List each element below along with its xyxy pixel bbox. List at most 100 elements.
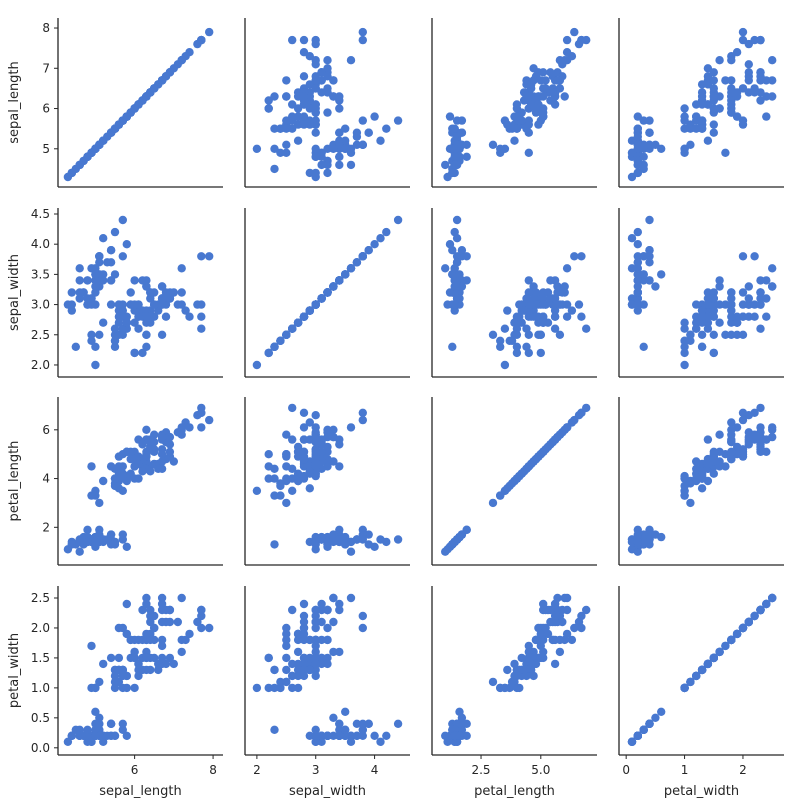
data-point bbox=[756, 403, 765, 413]
data-point bbox=[358, 140, 367, 149]
data-point bbox=[645, 258, 654, 267]
data-point bbox=[370, 240, 379, 249]
data-point bbox=[122, 542, 131, 551]
data-point bbox=[531, 104, 541, 113]
data-point bbox=[282, 635, 291, 645]
data-point bbox=[762, 112, 771, 121]
data-point bbox=[197, 408, 206, 417]
data-point bbox=[364, 540, 373, 549]
data-point bbox=[567, 635, 577, 645]
data-point bbox=[358, 408, 367, 417]
data-point bbox=[452, 215, 462, 225]
data-point bbox=[91, 270, 100, 279]
data-point bbox=[95, 677, 104, 687]
data-point bbox=[157, 330, 167, 339]
data-point bbox=[715, 462, 724, 471]
data-point bbox=[311, 659, 320, 669]
panel-petal_length-vs-sepal_width bbox=[244, 397, 410, 566]
data-point bbox=[282, 124, 291, 133]
panel-petal_length-vs-petal_length bbox=[431, 397, 597, 566]
data-point bbox=[288, 486, 297, 495]
data-point bbox=[577, 35, 586, 45]
data-point bbox=[738, 288, 748, 297]
data-point bbox=[445, 112, 455, 121]
data-point bbox=[185, 629, 194, 639]
data-point bbox=[539, 447, 548, 456]
data-point bbox=[317, 88, 326, 97]
data-point bbox=[103, 731, 112, 740]
data-point bbox=[546, 617, 555, 627]
data-point bbox=[252, 486, 262, 495]
data-point bbox=[721, 330, 730, 339]
data-point bbox=[75, 264, 84, 273]
data-point bbox=[488, 330, 498, 339]
data-point bbox=[577, 611, 586, 621]
data-point bbox=[697, 484, 707, 493]
panel-petal_length-vs-petal_width bbox=[618, 397, 784, 566]
data-point bbox=[335, 160, 344, 170]
data-point bbox=[335, 276, 344, 285]
data-point bbox=[732, 48, 742, 57]
data-point bbox=[122, 318, 131, 327]
data-point bbox=[75, 537, 84, 547]
data-point bbox=[452, 132, 462, 141]
data-point bbox=[529, 671, 538, 681]
data-point bbox=[697, 318, 707, 327]
data-point bbox=[91, 360, 100, 370]
data-point bbox=[157, 294, 167, 303]
data-point bbox=[512, 348, 522, 358]
data-point bbox=[567, 306, 577, 315]
data-point bbox=[299, 423, 309, 432]
data-point bbox=[142, 330, 151, 339]
data-point bbox=[727, 56, 736, 65]
data-point bbox=[692, 457, 701, 466]
data-point bbox=[177, 56, 186, 65]
data-point bbox=[83, 537, 92, 547]
data-point bbox=[536, 330, 545, 339]
data-point bbox=[99, 737, 108, 746]
data-point bbox=[546, 440, 555, 449]
data-point bbox=[87, 264, 96, 273]
y-tick-label: 4 bbox=[42, 472, 50, 486]
data-point bbox=[138, 665, 147, 675]
data-point bbox=[138, 96, 147, 105]
data-point bbox=[531, 300, 541, 309]
data-point bbox=[550, 324, 560, 333]
data-point bbox=[450, 537, 459, 547]
data-point bbox=[264, 683, 273, 693]
data-point bbox=[448, 246, 457, 255]
data-point bbox=[550, 611, 560, 621]
data-point bbox=[138, 440, 147, 449]
data-point bbox=[293, 136, 303, 145]
data-point bbox=[293, 647, 303, 657]
data-point bbox=[288, 659, 297, 669]
data-point bbox=[657, 707, 666, 716]
data-point bbox=[738, 84, 748, 93]
data-point bbox=[282, 148, 291, 157]
data-point bbox=[270, 474, 279, 483]
y-tick-label: 6 bbox=[42, 423, 50, 437]
data-point bbox=[122, 599, 131, 609]
data-point bbox=[118, 530, 128, 539]
data-point bbox=[562, 300, 572, 309]
data-point bbox=[110, 324, 120, 333]
data-point bbox=[305, 653, 314, 663]
data-point bbox=[87, 330, 96, 339]
data-point bbox=[680, 104, 689, 113]
data-point bbox=[311, 605, 320, 615]
data-point bbox=[703, 324, 713, 333]
data-point bbox=[122, 629, 131, 639]
data-point bbox=[282, 623, 291, 633]
data-point bbox=[299, 471, 309, 481]
data-point bbox=[91, 707, 100, 716]
data-point bbox=[146, 635, 155, 645]
data-point bbox=[311, 647, 320, 657]
data-point bbox=[496, 336, 505, 345]
data-point bbox=[738, 623, 748, 633]
data-point bbox=[553, 76, 562, 85]
data-point bbox=[311, 725, 320, 734]
data-point bbox=[686, 124, 695, 133]
data-point bbox=[709, 104, 718, 113]
data-point bbox=[715, 56, 724, 65]
data-point bbox=[346, 56, 356, 65]
